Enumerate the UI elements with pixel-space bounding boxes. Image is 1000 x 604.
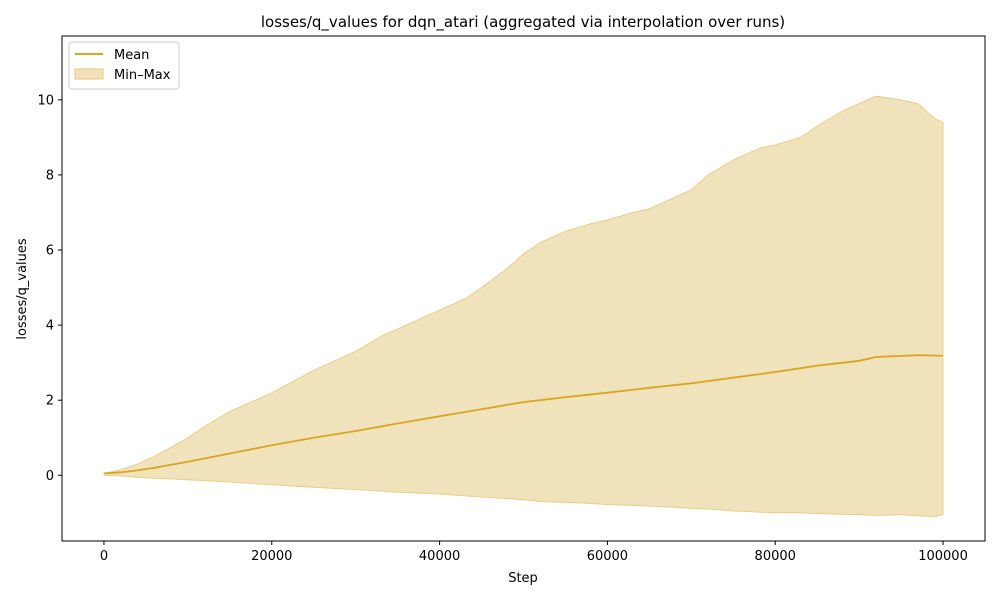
y-tick-label: 8: [46, 168, 54, 183]
y-tick-label: 4: [46, 319, 54, 334]
y-axis: 0 2 4 6 8 10: [37, 93, 62, 484]
x-tick-label: 100000: [918, 549, 968, 564]
y-axis-label: losses/q_values: [15, 238, 30, 340]
x-tick-label: 40000: [419, 549, 460, 564]
y-tick-label: 10: [37, 93, 54, 108]
mean-series-line: [103, 354, 944, 475]
x-tick-label: 60000: [587, 549, 628, 564]
legend-mean-label: Mean: [114, 48, 149, 63]
plot-area: [103, 95, 944, 518]
x-tick-label: 20000: [251, 549, 292, 564]
x-tick-label: 0: [100, 549, 108, 564]
legend-band-swatch: [74, 68, 104, 80]
y-tick-label: 0: [46, 469, 54, 484]
x-axis: 0 20000 40000 60000 80000 100000: [100, 541, 968, 564]
legend: Mean Min–Max: [68, 41, 180, 90]
legend-band-label: Min–Max: [114, 68, 171, 83]
axes-frame: [61, 35, 986, 542]
y-tick-label: 2: [46, 394, 54, 409]
x-tick-label: 80000: [755, 549, 796, 564]
x-axis-label: Step: [508, 571, 538, 586]
minmax-band-area: [103, 95, 944, 518]
y-tick-label: 6: [46, 244, 54, 259]
chart-title: losses/q_values for dqn_atari (aggregate…: [261, 13, 785, 32]
